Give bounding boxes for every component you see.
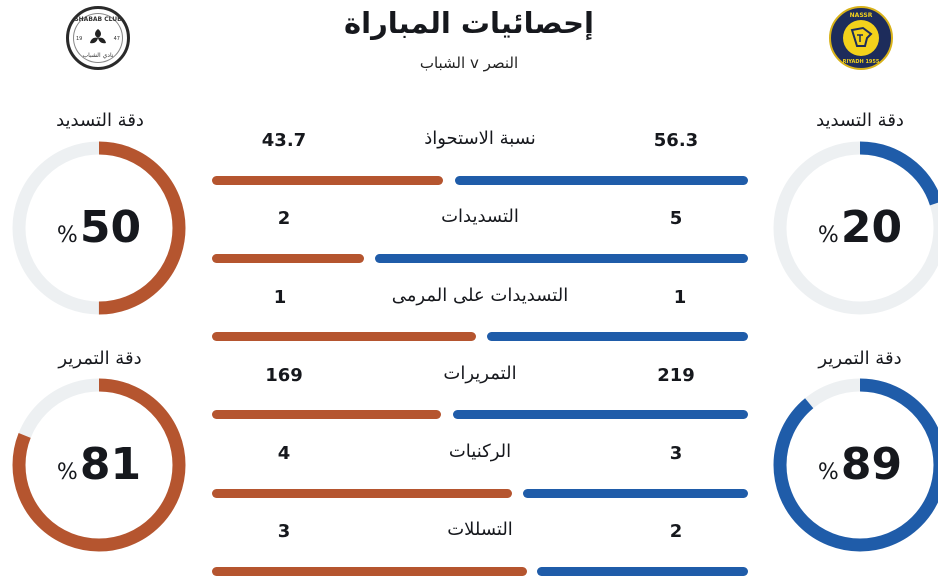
away-shot-accuracy-value: %50 <box>56 202 142 253</box>
stat-home-possession: 56.3 <box>653 130 699 151</box>
bar-home-passes <box>453 410 748 419</box>
bar-home-shots <box>375 254 748 263</box>
stat-away-offsides: 3 <box>277 521 291 542</box>
bar-away-corners <box>212 489 512 498</box>
shabab-emblem-icon <box>90 29 106 44</box>
page-title: إحصائيات المباراة <box>344 6 594 40</box>
nassr-logo: NASSR RIYADH 1955 <box>829 6 893 70</box>
stat-away-possession: 43.7 <box>261 130 307 151</box>
home-pass-accuracy-label: دقة التمرير <box>818 348 902 369</box>
home-shot-accuracy-label: دقة التسديد <box>816 110 904 131</box>
bar-home-shots-on-target <box>487 332 748 341</box>
stat-away-shots-on-target: 1 <box>273 287 287 308</box>
away-pass-accuracy-value: %81 <box>56 439 142 490</box>
shabab-logo: SHABAB CLUB 19 47 نادي الشباب <box>66 6 130 70</box>
shabab-logo-year-right: 47 <box>113 36 120 42</box>
stat-label-passes: التمريرات <box>443 363 517 384</box>
stat-label-shots: التسديدات <box>441 206 519 227</box>
stat-away-shots: 2 <box>277 208 291 229</box>
bar-away-shots <box>212 254 364 263</box>
home-pass-accuracy-donut <box>773 378 938 552</box>
away-shot-accuracy-label: دقة التسديد <box>56 110 144 131</box>
stat-label-offsides: التسللات <box>447 519 513 540</box>
bar-home-offsides <box>537 567 748 576</box>
stat-home-shots-on-target: 1 <box>673 287 687 308</box>
bar-away-shots-on-target <box>212 332 476 341</box>
stat-away-passes: 169 <box>265 365 303 386</box>
away-pass-accuracy-label: دقة التمرير <box>58 348 142 369</box>
shabab-logo-year-left: 19 <box>76 36 83 42</box>
home-pass-accuracy-value: %89 <box>817 439 903 490</box>
home-shot-accuracy-value: %20 <box>817 202 903 253</box>
stat-home-corners: 3 <box>669 443 683 464</box>
nassr-logo-subtext: RIYADH 1955 <box>842 59 880 65</box>
bar-away-possession <box>212 176 443 185</box>
home-shot-accuracy-donut <box>773 141 938 315</box>
stat-label-shots-on-target: التسديدات على المرمى <box>391 285 569 306</box>
stat-label-possession: نسبة الاستحواذ <box>424 128 536 149</box>
nassr-emblem-icon <box>843 20 879 56</box>
bar-home-possession <box>455 176 748 185</box>
bar-away-offsides <box>212 567 527 576</box>
away-pass-accuracy-donut <box>12 378 186 552</box>
shabab-logo-arabic: نادي الشباب <box>82 52 114 59</box>
shabab-logo-text: SHABAB CLUB <box>74 16 122 23</box>
stat-home-shots: 5 <box>669 208 683 229</box>
stat-away-corners: 4 <box>277 443 291 464</box>
nassr-logo-text: NASSR <box>849 12 873 19</box>
stat-label-corners: الركنيات <box>448 441 512 462</box>
match-subtitle: النصر v الشباب <box>419 54 519 72</box>
stat-home-offsides: 2 <box>669 521 683 542</box>
away-shot-accuracy-donut <box>12 141 186 315</box>
stat-home-passes: 219 <box>657 365 695 386</box>
bar-home-corners <box>523 489 748 498</box>
bar-away-passes <box>212 410 441 419</box>
